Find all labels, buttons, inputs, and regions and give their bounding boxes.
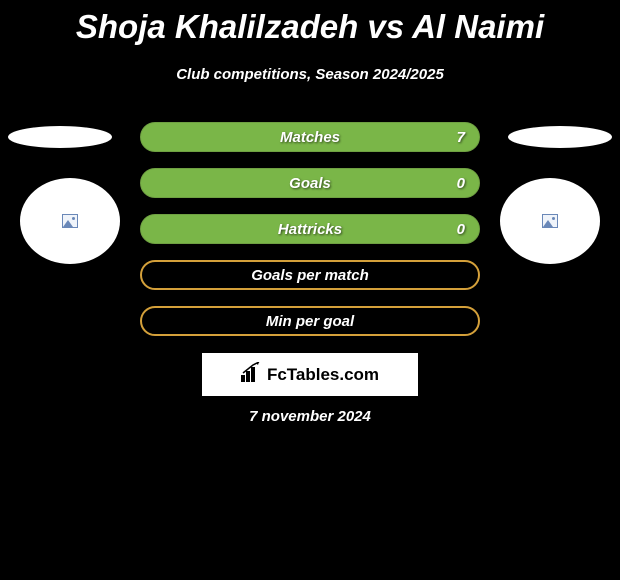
image-placeholder-icon: [62, 214, 78, 228]
stat-bar-hattricks: Hattricks 0: [140, 214, 480, 244]
comparison-subtitle: Club competitions, Season 2024/2025: [0, 66, 620, 83]
comparison-title: Shoja Khalilzadeh vs Al Naimi: [0, 0, 620, 46]
player-left-avatar: [20, 178, 120, 264]
stat-value: 0: [457, 221, 465, 238]
brand-banner: FcTables.com: [202, 353, 418, 396]
player-left-ellipse: [8, 126, 112, 148]
stat-bar-matches: Matches 7: [140, 122, 480, 152]
stat-label: Hattricks: [278, 221, 342, 238]
brand-text: FcTables.com: [267, 365, 379, 385]
stat-value: 0: [457, 175, 465, 192]
date-text: 7 november 2024: [0, 408, 620, 425]
stat-label: Min per goal: [266, 313, 354, 330]
stat-label: Matches: [280, 129, 340, 146]
stat-bar-min-per-goal: Min per goal: [140, 306, 480, 336]
player-right-ellipse: [508, 126, 612, 148]
stat-value: 7: [457, 129, 465, 146]
stat-bar-goals-per-match: Goals per match: [140, 260, 480, 290]
stat-label: Goals per match: [251, 267, 369, 284]
stat-bar-goals: Goals 0: [140, 168, 480, 198]
stat-label: Goals: [289, 175, 331, 192]
image-placeholder-icon: [542, 214, 558, 228]
player-right-avatar: [500, 178, 600, 264]
stats-container: Matches 7 Goals 0 Hattricks 0 Goals per …: [140, 122, 480, 352]
brand-chart-icon: [241, 362, 263, 387]
